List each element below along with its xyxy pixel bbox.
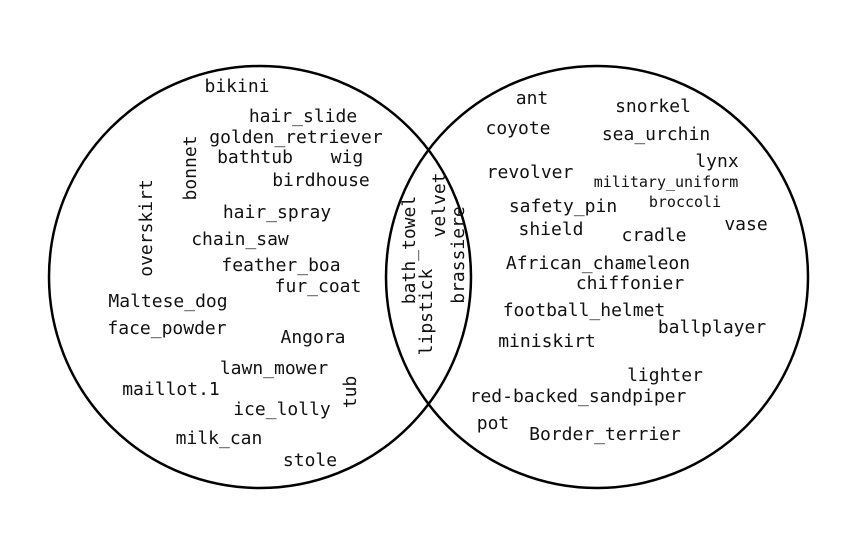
left-word: Maltese_dog [108, 291, 227, 312]
right-word: ballplayer [658, 317, 767, 338]
right-word: miniskirt [498, 331, 596, 352]
left-word: bonnet [180, 135, 201, 200]
left-word: golden_retriever [209, 127, 383, 148]
right-word: sea_urchin [602, 124, 710, 145]
left-word: bathtub [217, 147, 293, 168]
right-word: chiffonier [576, 273, 685, 294]
left-word: milk_can [176, 428, 263, 449]
right-word: lynx [695, 151, 739, 172]
left-word: overskirt [136, 179, 157, 277]
left-word: Angora [280, 327, 345, 348]
right-word: ant [516, 88, 549, 109]
right-word: vase [724, 214, 767, 235]
left-word: wig [331, 147, 364, 168]
left-set-circle [47, 64, 473, 490]
right-word: pot [477, 413, 510, 434]
intersection-word: bath_towel [399, 196, 420, 304]
left-word: chain_saw [191, 229, 289, 250]
right-word: snorkel [615, 96, 691, 117]
right-word: coyote [485, 118, 550, 139]
right-word: safety_pin [509, 196, 617, 217]
left-word: stole [283, 450, 337, 471]
left-word: bikini [204, 76, 269, 97]
right-word: African_chameleon [506, 253, 690, 274]
right-word: red-backed_sandpiper [470, 386, 687, 407]
left-word: tub [340, 376, 361, 409]
right-word: football_helmet [503, 300, 666, 321]
intersection-word: velvet [429, 172, 450, 237]
right-word: cradle [621, 225, 686, 246]
right-word: revolver [487, 162, 574, 183]
intersection-word: lipstick [416, 268, 437, 355]
left-word: birdhouse [272, 170, 370, 191]
left-word: feather_boa [221, 255, 340, 276]
right-word: lighter [627, 365, 703, 386]
left-word: lawn_mower [220, 358, 329, 379]
intersection-word: brassiere [448, 206, 469, 304]
left-word: hair_slide [249, 106, 357, 127]
left-word: fur_coat [275, 276, 362, 297]
right-word: shield [518, 219, 583, 240]
right-word: military_uniform [594, 173, 739, 191]
right-word: Border_terrier [529, 424, 681, 445]
left-word: face_powder [107, 318, 226, 339]
right-word: broccoli [649, 193, 721, 211]
right-set-circle [384, 64, 810, 490]
left-word: hair_spray [223, 202, 332, 223]
left-word: maillot.1 [122, 379, 220, 400]
left-word: ice_lolly [233, 399, 331, 420]
